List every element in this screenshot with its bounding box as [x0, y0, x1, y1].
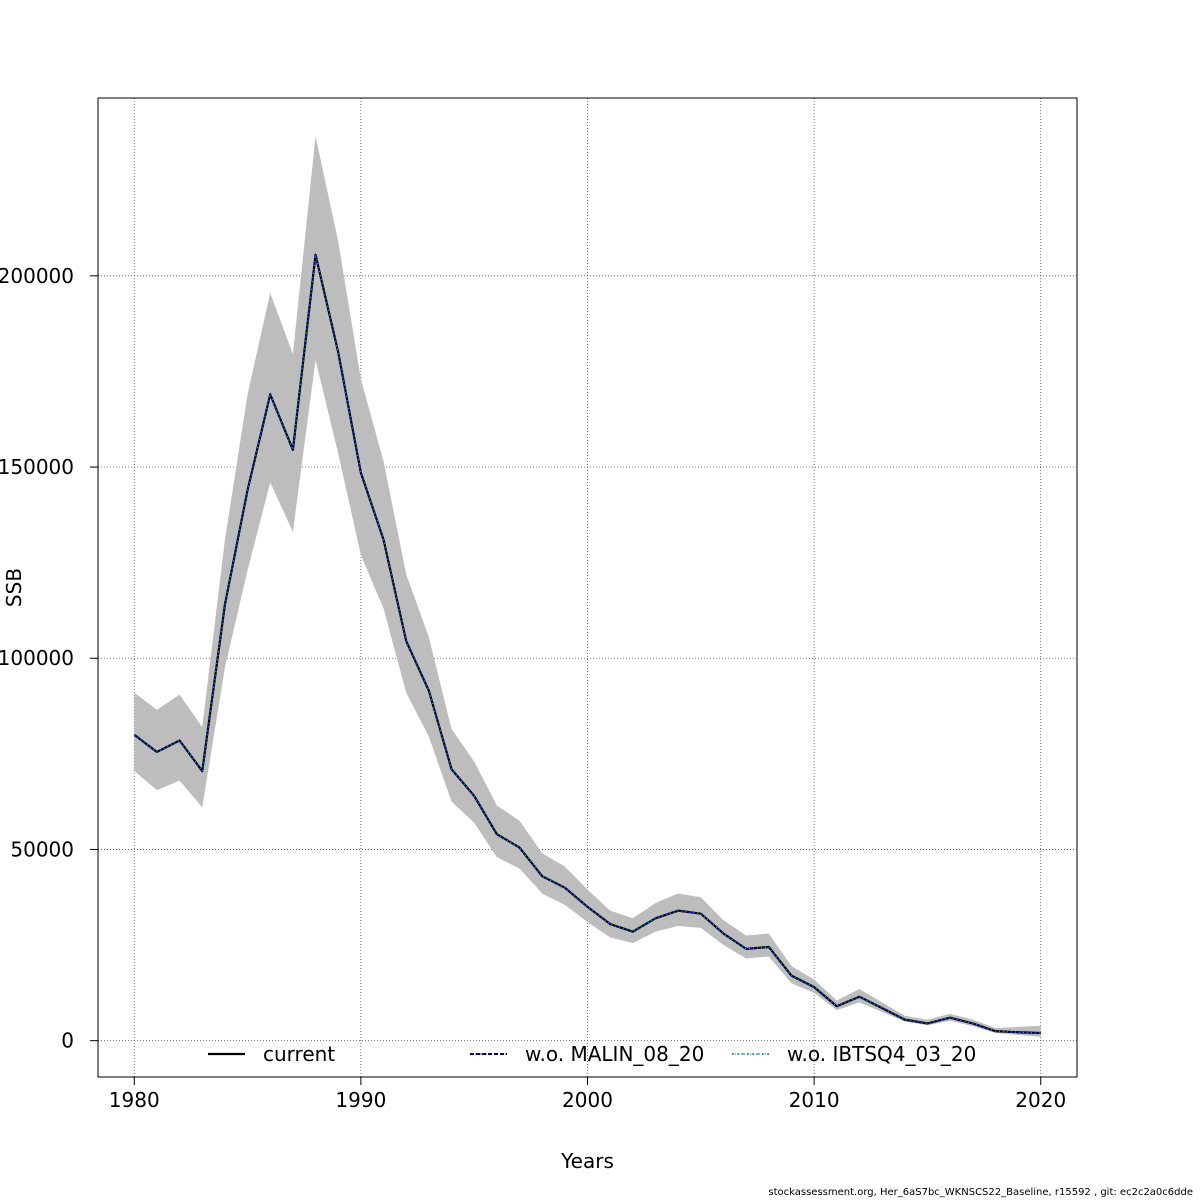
- legend: current w.o. MALIN_08_20 w.o. IBTSQ4_03_20: [208, 1042, 976, 1066]
- x-axis-title: Years: [560, 1149, 614, 1173]
- x-tick-label: 2010: [789, 1088, 840, 1112]
- x-tick-label: 1990: [335, 1088, 386, 1112]
- confidence-band: [134, 136, 1041, 1037]
- legend-label: w.o. IBTSQ4_03_20: [787, 1042, 976, 1066]
- x-tick-label: 2000: [562, 1088, 613, 1112]
- y-tick-label: 0: [61, 1029, 74, 1053]
- y-tick-label: 150000: [0, 455, 74, 479]
- x-axis: 1980 1990 2000 2010 2020: [109, 1076, 1066, 1112]
- confidence-band-layer: [134, 136, 1041, 1037]
- legend-label: current: [263, 1042, 335, 1066]
- y-axis-title: SSB: [2, 568, 26, 607]
- y-axis: 0 50000 100000 150000 200000: [0, 264, 99, 1053]
- legend-label: w.o. MALIN_08_20: [525, 1042, 704, 1066]
- series-lines-layer: [133, 253, 1041, 1035]
- x-tick-label: 2020: [1015, 1088, 1066, 1112]
- y-tick-label: 50000: [10, 837, 74, 861]
- y-tick-label: 200000: [0, 264, 74, 288]
- series-line-malin: [133, 254, 1041, 1034]
- grid-lines: [98, 98, 1077, 1077]
- y-tick-label: 100000: [0, 646, 74, 670]
- x-tick-label: 1980: [109, 1088, 160, 1112]
- footer-credit: stockassessment.org, Her_6aS7bc_WKNSCS22…: [768, 1187, 1193, 1198]
